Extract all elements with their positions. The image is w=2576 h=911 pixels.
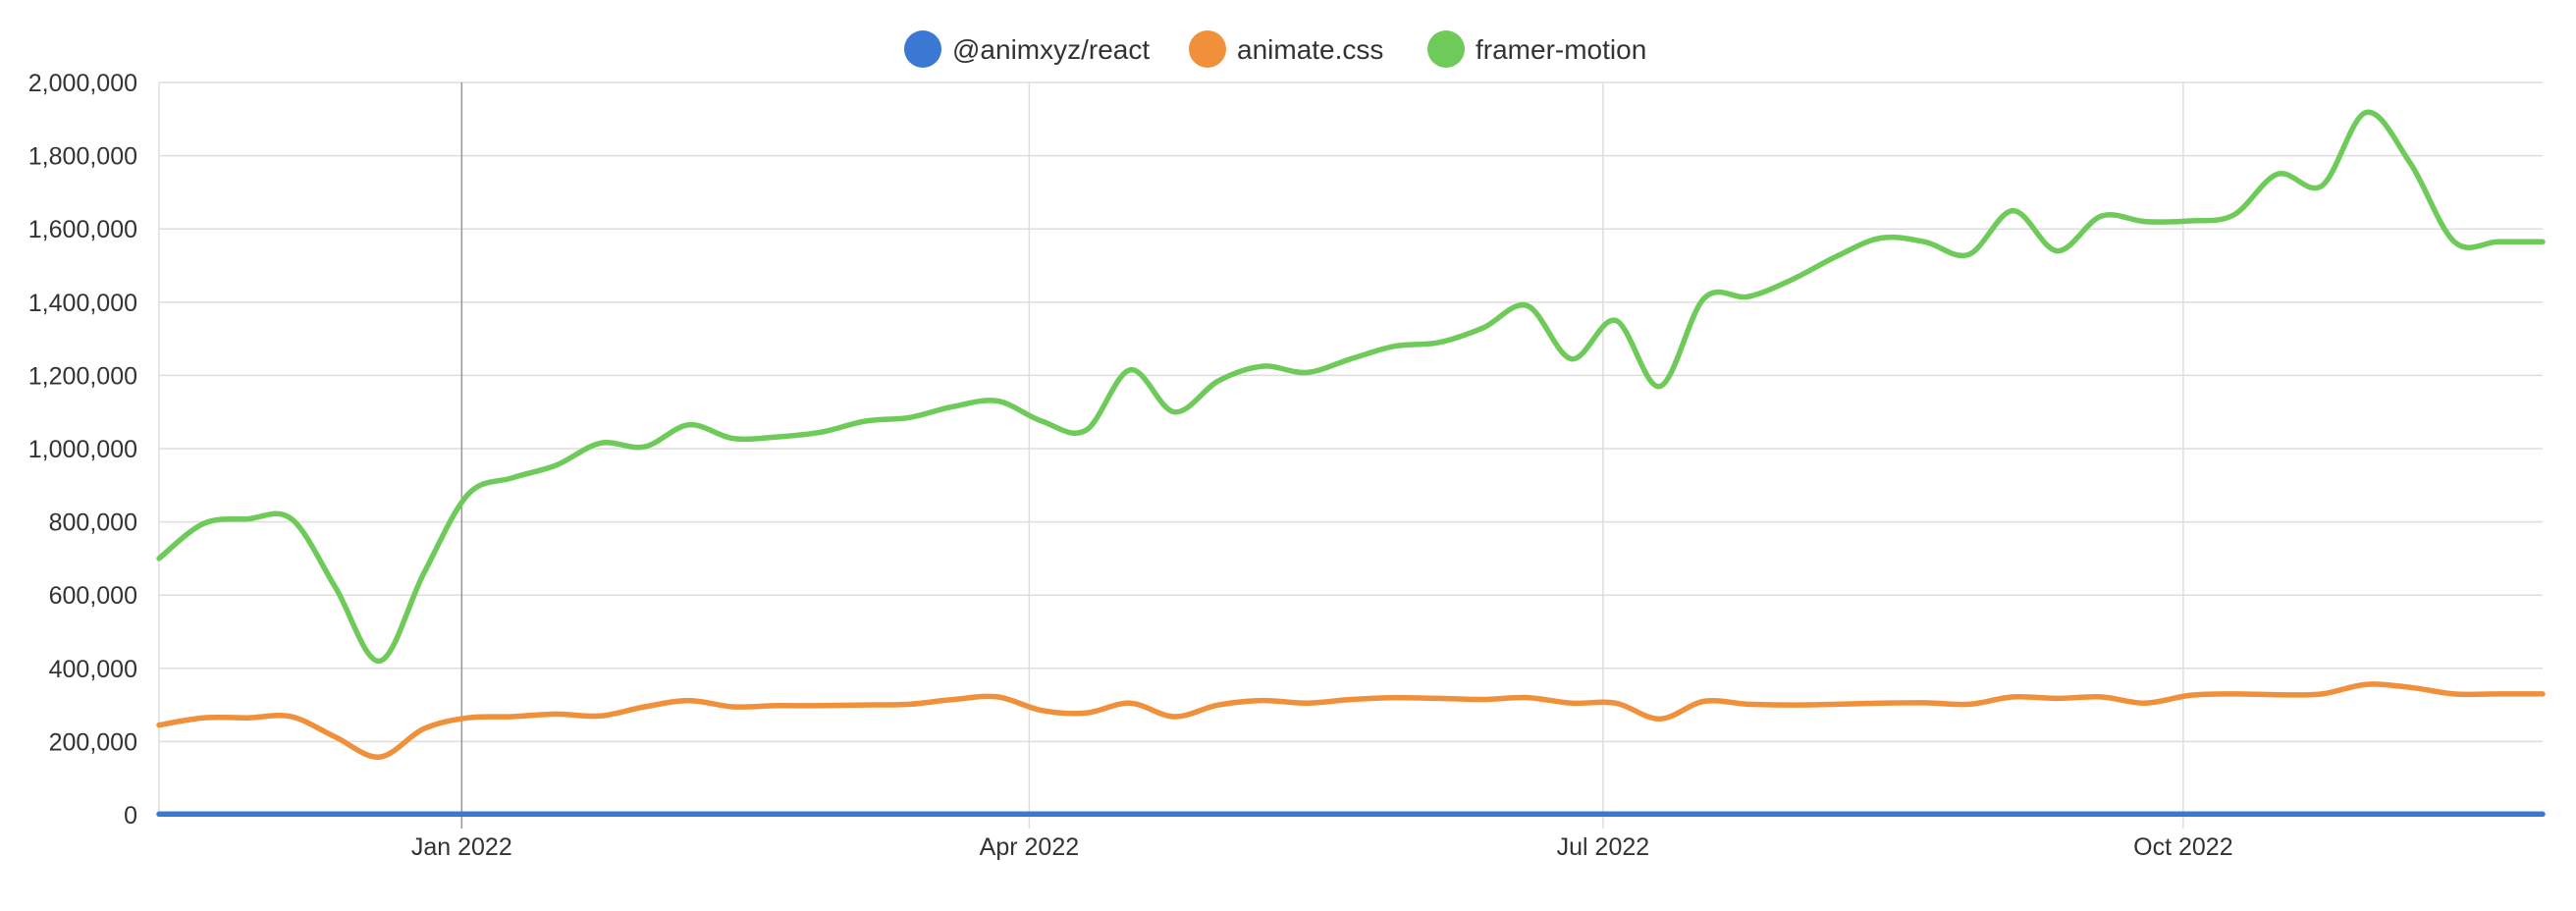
y-tick-label: 800,000: [49, 509, 137, 537]
legend-marker-framer-motion[interactable]: [1427, 30, 1465, 68]
legend-label-animxyz-react[interactable]: @animxyz/react: [952, 34, 1150, 65]
y-tick-label: 200,000: [49, 728, 137, 756]
chart-series[interactable]: [156, 109, 2546, 818]
x-tick-label: Apr 2022: [980, 833, 1079, 861]
y-tick-label: 400,000: [49, 656, 137, 683]
legend-marker-animxyz-react[interactable]: [904, 30, 941, 68]
y-tick-label: 1,000,000: [28, 436, 137, 463]
series-line-framer-motion[interactable]: [156, 109, 2546, 665]
x-tick-label: Oct 2022: [2133, 833, 2232, 861]
series-line-animate-css[interactable]: [156, 681, 2546, 760]
y-tick-label: 1,600,000: [28, 216, 137, 243]
y-axis: 0 200,000 400,000 600,000 800,000 1,000,000 1,…: [28, 70, 137, 830]
x-tick-label: Jan 2022: [411, 833, 512, 861]
y-tick-label: 1,400,000: [28, 290, 137, 317]
x-axis: Jan 2022 Apr 2022 Jul 2022 Oct 2022: [411, 833, 2233, 861]
y-tick-label: 600,000: [49, 582, 137, 610]
y-tick-label: 2,000,000: [28, 70, 137, 97]
legend-marker-animate-css[interactable]: [1189, 30, 1226, 68]
y-tick-label: 1,200,000: [28, 362, 137, 390]
chart-legend[interactable]: @animxyz/react animate.css framer-motion: [904, 30, 1646, 68]
y-tick-label: 1,800,000: [28, 143, 137, 171]
legend-label-framer-motion[interactable]: framer-motion: [1476, 34, 1646, 65]
y-tick-label: 0: [124, 802, 137, 830]
x-tick-label: Jul 2022: [1557, 833, 1650, 861]
legend-label-animate-css[interactable]: animate.css: [1237, 34, 1383, 65]
